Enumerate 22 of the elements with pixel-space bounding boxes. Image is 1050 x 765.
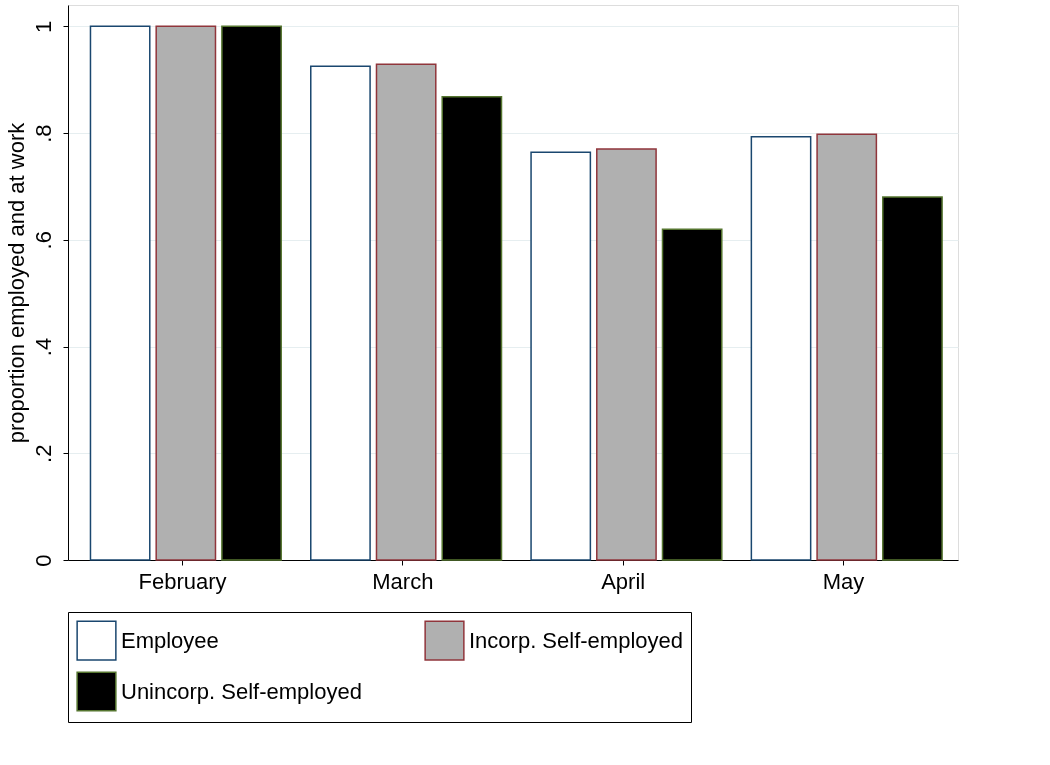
y-tick-label: 0 (30, 554, 56, 567)
legend-label: Employee (121, 627, 219, 653)
bar (596, 148, 657, 561)
bar (530, 151, 592, 561)
y-tick-label: 1 (30, 20, 56, 33)
y-axis-title: proportion employed and at work (3, 121, 29, 444)
legend-label: Incorp. Self-employed (469, 627, 683, 653)
x-tick-label: March (372, 568, 434, 594)
y-tick-label: .6 (30, 231, 56, 250)
bar (310, 65, 371, 561)
x-tick-label: April (601, 568, 646, 594)
bar (750, 136, 812, 561)
bar (89, 25, 151, 561)
bar (155, 25, 217, 561)
x-tick-label: February (138, 568, 227, 594)
y-tick-label: .8 (30, 124, 56, 143)
y-tick-label: .4 (30, 337, 56, 357)
x-tick-label: May (822, 568, 865, 594)
legend-label: Unincorp. Self-employed (121, 678, 362, 704)
y-tick-label: .2 (30, 444, 56, 463)
bar (816, 133, 878, 561)
bar (375, 63, 437, 561)
